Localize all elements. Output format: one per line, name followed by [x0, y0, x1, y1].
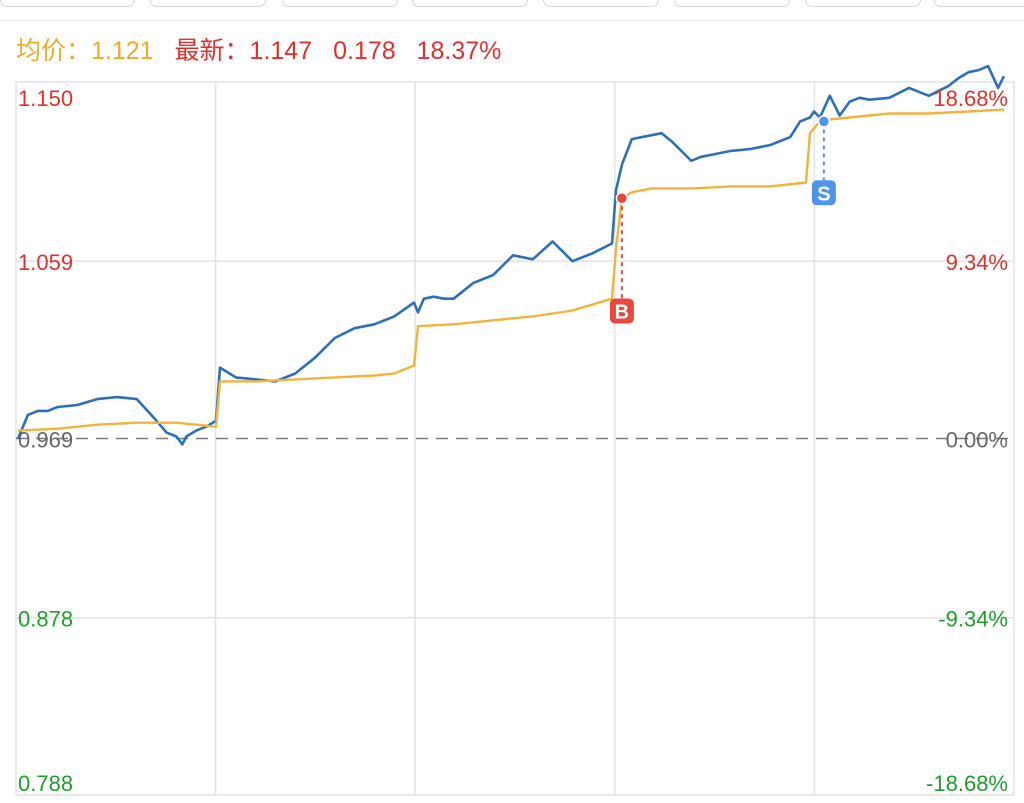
tab-8[interactable] — [934, 0, 1024, 7]
tab-bar — [0, 0, 1024, 21]
y-tick-label-right: 0.00% — [946, 428, 1008, 453]
avg-price-label: 均价： — [16, 37, 92, 65]
y-tick-label-left: 0.788 — [18, 771, 73, 796]
buy-marker-tag — [609, 298, 634, 324]
y-tick-label-left: 1.150 — [18, 86, 73, 111]
y-tick-label-left: 1.059 — [18, 250, 73, 275]
buy-marker-dot — [615, 191, 629, 205]
sell-marker-tag — [811, 180, 836, 206]
latest-price: 最新：1.147 — [175, 37, 313, 65]
y-tick-label-right: 18.68% — [933, 86, 1008, 111]
avg-price: 均价：1.121 — [16, 37, 154, 65]
avg-price-value: 1.121 — [91, 37, 154, 65]
y-tick-label-left: 0.878 — [18, 607, 73, 632]
price-change: 0.178 — [333, 37, 396, 65]
latest-price-label: 最新： — [174, 37, 250, 65]
price-change-pct: 18.37% — [416, 37, 502, 65]
y-tick-label-right: -18.68% — [926, 771, 1008, 796]
sell-marker-dot — [817, 115, 831, 128]
price-info-bar: 均价：1.121 最新：1.147 0.178 18.37% — [16, 33, 515, 69]
avg-price-line — [17, 108, 1005, 432]
sell-marker-label: S — [817, 183, 830, 205]
price-line — [16, 64, 1006, 446]
latest-price-value: 1.147 — [249, 37, 313, 65]
y-tick-label-right: -9.34% — [938, 607, 1008, 632]
buy-marker-label: B — [615, 301, 629, 323]
y-tick-label-right: 9.34% — [946, 250, 1008, 275]
y-tick-label-left: 0.969 — [18, 428, 73, 453]
